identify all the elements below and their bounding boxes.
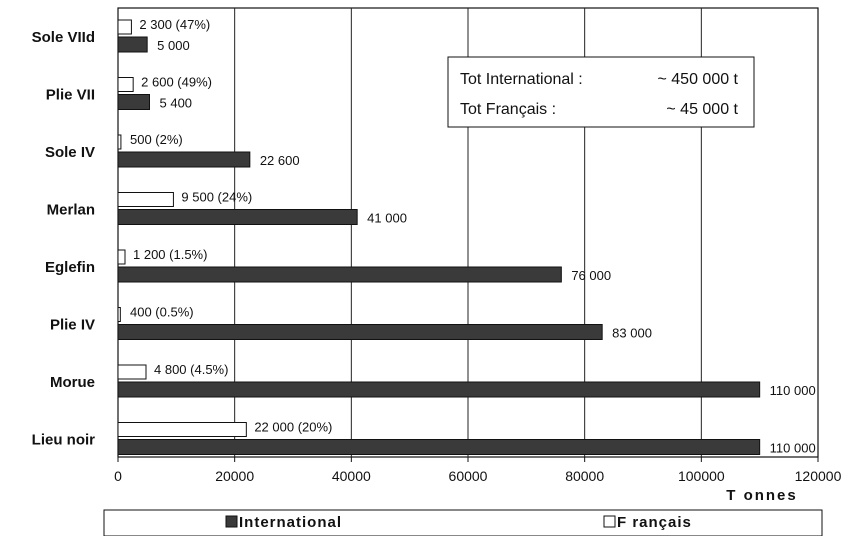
x-axis-ticks: 0 20000 40000 60000 80000 100000 120000: [114, 457, 842, 484]
x-tick-label-1: 20000: [215, 468, 254, 484]
bar-international-morue: [117, 381, 761, 398]
bar-francais-morue: [117, 364, 147, 380]
data-label-francais-sole-viid: 2 300 (47%): [139, 17, 210, 32]
data-label-francais-eglefin: 1 200 (1.5%): [133, 247, 207, 262]
legend-frame: [103, 509, 823, 536]
bar-international-sole-iv: [117, 151, 251, 168]
data-label-francais-lieu-noir: 22 000 (20%): [254, 420, 332, 435]
category-label-sole-viid: Sole VIId: [32, 29, 95, 46]
annotation-francais-value: ~ 45 000 t: [666, 101, 738, 118]
data-label-international-merlan: 41 000: [367, 211, 407, 226]
annotation-box-frame: [447, 56, 755, 128]
category-labels: Sole VIId Plie VII Sole IV Merlan Eglefin Pli…: [32, 29, 96, 449]
category-label-sole-iv: Sole IV: [45, 144, 95, 161]
category-label-plie-iv: Plie IV: [50, 317, 95, 334]
bar-international-eglefin: [117, 266, 562, 283]
annotation-francais-label: Tot Français :: [460, 101, 556, 118]
bar-francais-plie-iv: [117, 307, 121, 322]
category-label-lieu-noir: Lieu noir: [32, 432, 95, 449]
data-label-international-plie-iv: 83 000: [612, 326, 652, 341]
data-label-international-lieu-noir: 110 000: [770, 441, 816, 456]
annotation-international-label: Tot International :: [460, 71, 583, 88]
data-label-international-plie-vii: 5 400: [160, 96, 193, 111]
data-label-francais-merlan: 9 500 (24%): [181, 190, 252, 205]
legend-label-francais: F rançais: [617, 514, 692, 531]
bar-international-plie-vii: [117, 94, 150, 110]
data-label-international-morue: 110 000: [770, 383, 816, 398]
legend-swatch-international: [225, 515, 238, 528]
data-label-international-sole-iv: 22 600: [260, 153, 300, 168]
data-labels: 2 300 (47%) 5 000 2 600 (49%) 5 400 500 (2%)…: [130, 17, 816, 456]
category-label-merlan: Merlan: [47, 202, 95, 219]
bar-francais-sole-viid: [117, 19, 132, 35]
bar-francais-sole-iv: [117, 134, 122, 150]
legend-label-international: International: [239, 514, 342, 531]
x-tick-label-2: 40000: [332, 468, 371, 484]
bar-francais-lieu-noir: [117, 422, 247, 437]
annotation-international-value: ~ 450 000 t: [657, 71, 738, 88]
data-label-francais-sole-iv: 500 (2%): [130, 132, 183, 147]
bar-international-merlan: [117, 209, 358, 225]
totals-annotation-box: Tot International : ~ 450 000 t Tot Fran…: [447, 56, 755, 128]
category-label-plie-vii: Plie VII: [46, 87, 95, 104]
bar-international-plie-iv: [117, 324, 603, 340]
data-label-international-eglefin: 76 000: [571, 268, 611, 283]
category-label-morue: Morue: [50, 374, 95, 391]
x-tick-label-4: 80000: [565, 468, 604, 484]
data-label-francais-plie-vii: 2 600 (49%): [141, 75, 212, 90]
legend: International F rançais: [103, 509, 823, 536]
x-axis-label: T onnes: [726, 487, 798, 504]
bar-international-sole-viid: [117, 36, 148, 53]
category-label-eglefin: Eglefin: [45, 259, 95, 276]
x-tick-label-0: 0: [114, 468, 122, 484]
data-label-international-sole-viid: 5 000: [157, 38, 190, 53]
data-label-francais-morue: 4 800 (4.5%): [154, 362, 228, 377]
x-tick-label-5: 100000: [678, 468, 725, 484]
bar-international-lieu-noir: [117, 439, 761, 455]
bar-francais-merlan: [117, 192, 174, 207]
bars: [117, 19, 761, 455]
x-tick-label-6: 120000: [795, 468, 842, 484]
bar-francais-eglefin: [117, 249, 126, 265]
data-label-francais-plie-iv: 400 (0.5%): [130, 305, 194, 320]
legend-swatch-francais: [603, 515, 616, 528]
x-tick-label-3: 60000: [449, 468, 488, 484]
bar-francais-plie-vii: [117, 77, 134, 92]
